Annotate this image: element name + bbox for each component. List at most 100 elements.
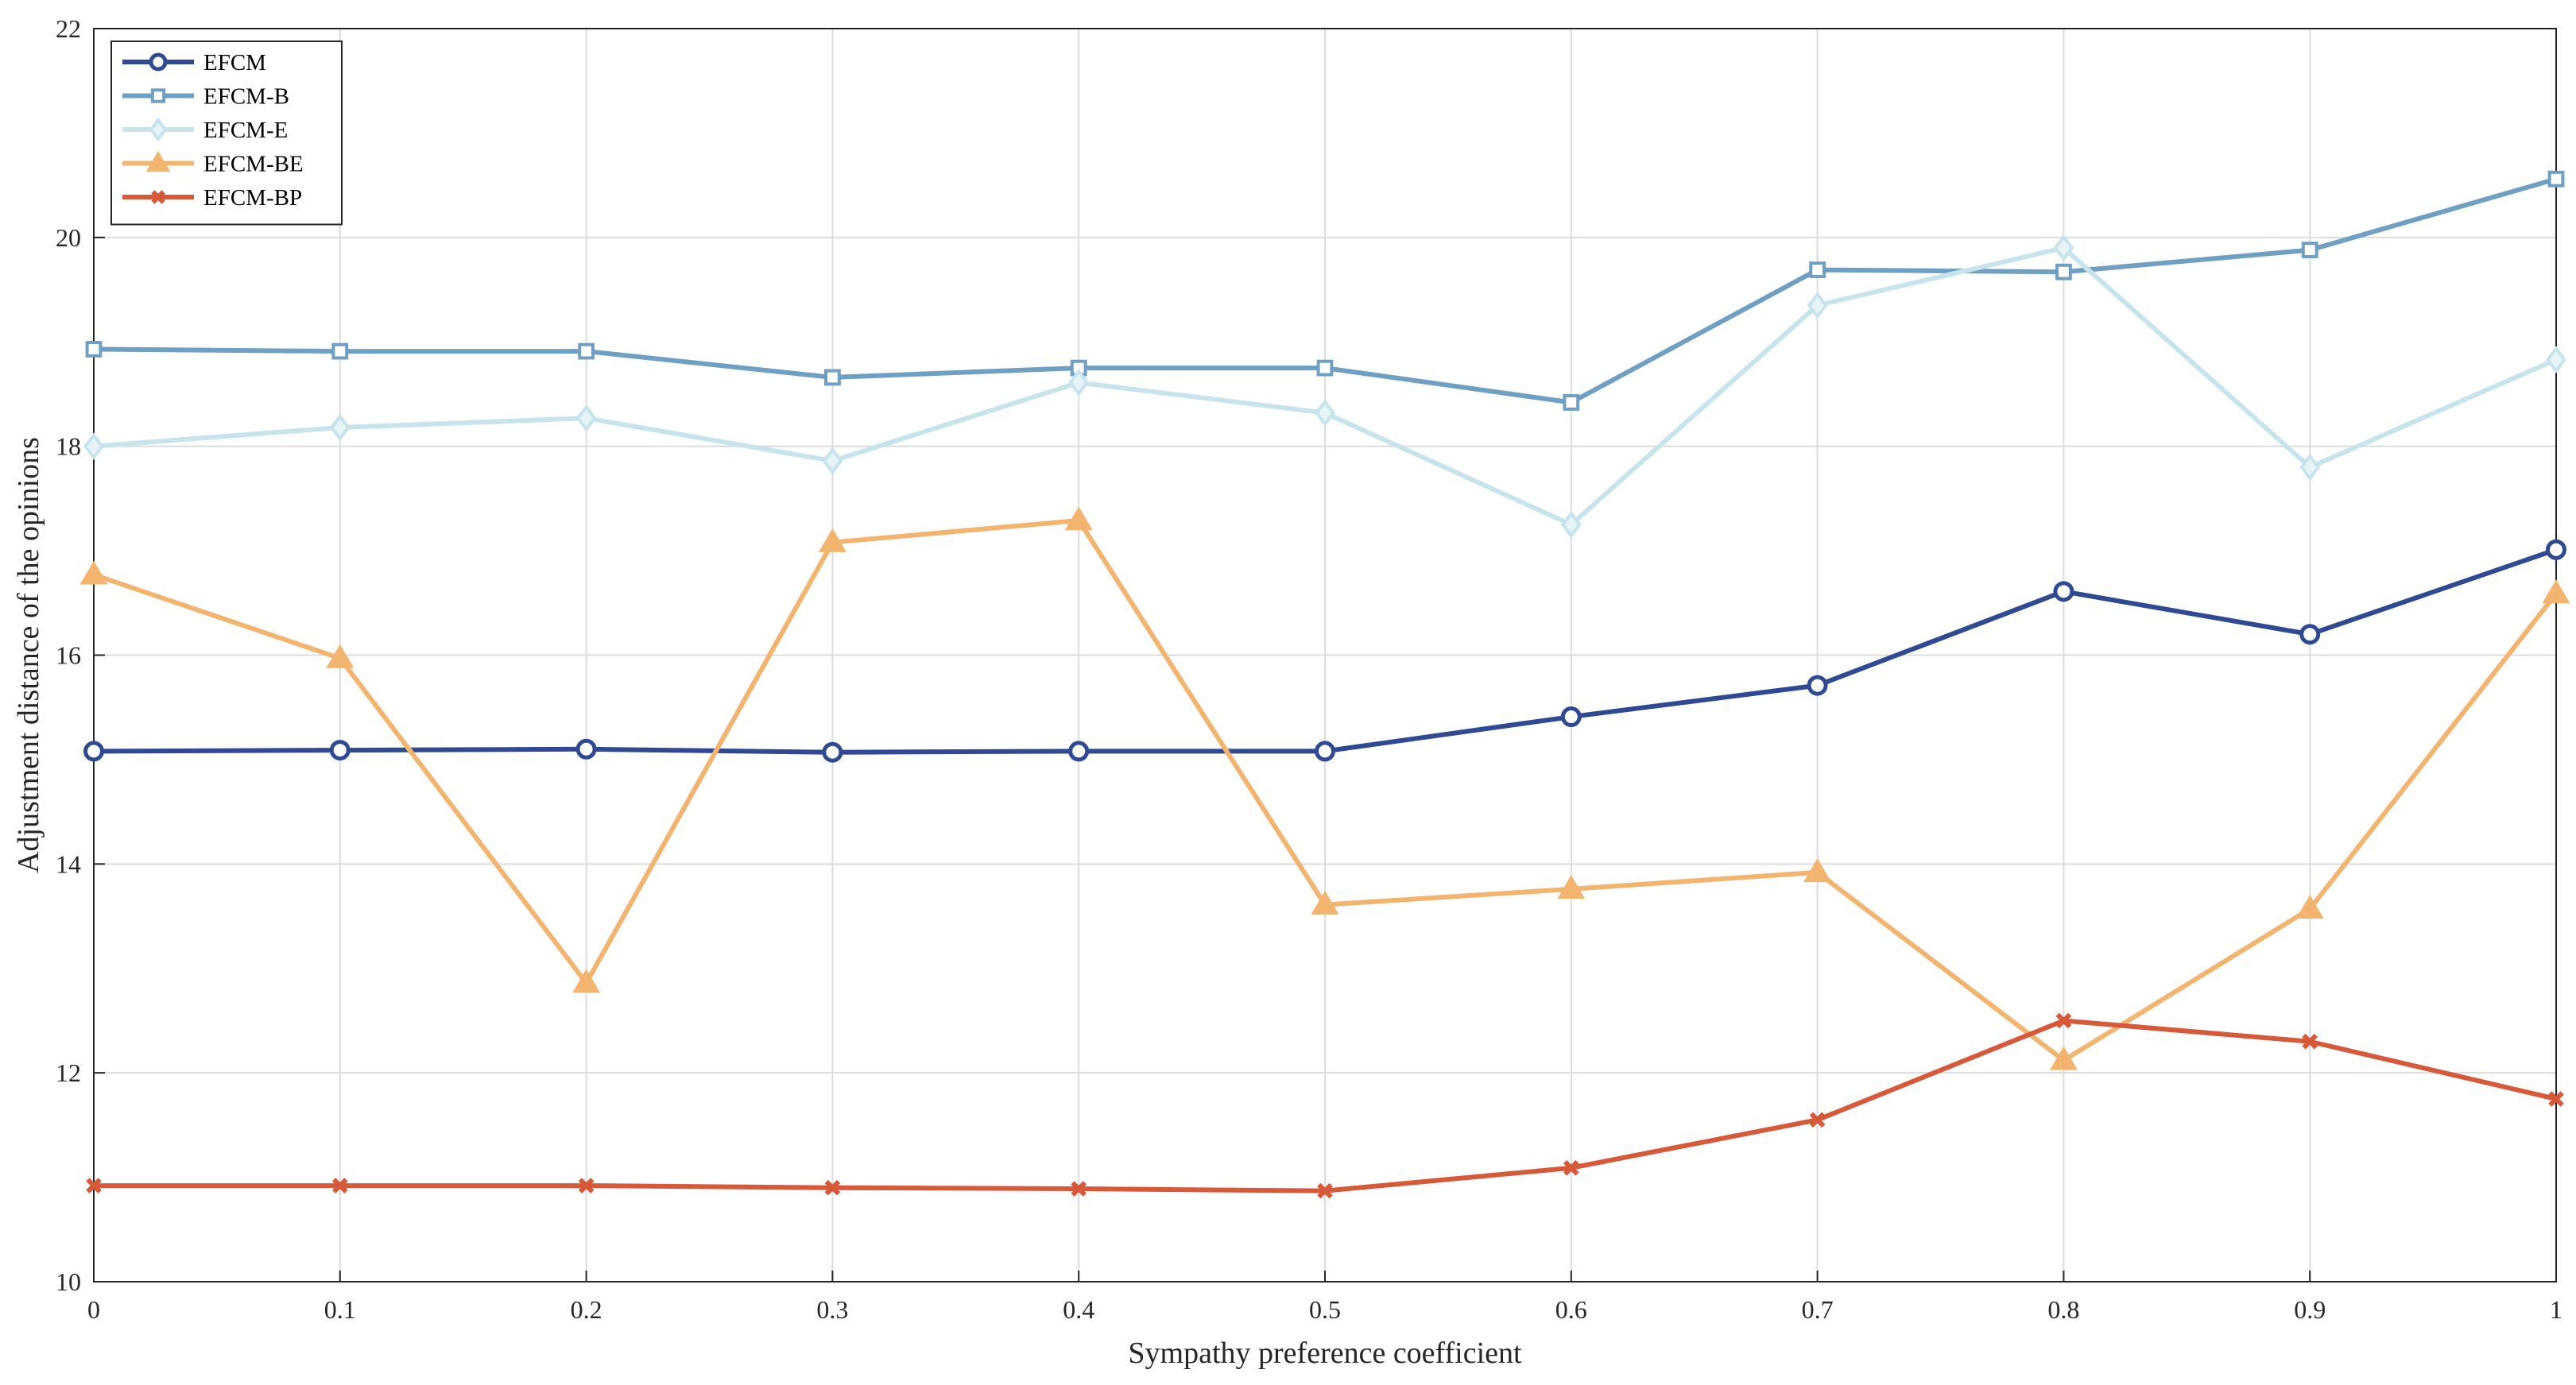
data-point <box>329 413 351 442</box>
data-point <box>2055 263 2072 280</box>
x-tick-label: 0.7 <box>1802 1295 1834 1324</box>
y-tick-label: 22 <box>56 14 81 43</box>
y-tick-label: 10 <box>56 1267 81 1296</box>
data-point <box>1557 875 1586 899</box>
x-tick-label: 0.1 <box>324 1295 356 1324</box>
data-point <box>1809 1112 1826 1128</box>
series-efcm-b <box>85 170 2565 411</box>
data-point <box>329 740 351 761</box>
data-point <box>79 560 108 585</box>
data-point <box>575 404 597 432</box>
data-point <box>1068 369 1090 397</box>
data-point <box>2049 1046 2078 1070</box>
data-point <box>85 341 103 358</box>
legend-entry: EFCM-BE <box>122 150 304 177</box>
data-point <box>83 741 104 762</box>
legend-label: EFCM <box>203 50 266 75</box>
x-tick-label: 0.5 <box>1309 1295 1341 1324</box>
x-axis: 0 0.1 0.2 0.3 0.4 0.5 0.6 0.7 0.8 0.9 1 <box>87 1271 2562 1324</box>
legend-marker <box>151 190 165 204</box>
legend-entry: EFCM-BP <box>122 185 302 211</box>
legend-marker <box>145 150 171 172</box>
data-point <box>83 432 104 461</box>
data-point <box>1560 706 1582 728</box>
series-layer <box>79 170 2570 1199</box>
data-point <box>2548 1091 2564 1107</box>
data-point <box>326 644 354 668</box>
legend-label: EFCM-E <box>203 118 288 143</box>
data-point <box>1064 506 1093 531</box>
legend-entry: EFCM-B <box>122 84 289 110</box>
x-tick-label: 0.3 <box>816 1295 848 1324</box>
data-point <box>1560 510 1582 539</box>
y-tick-label: 18 <box>56 432 81 461</box>
data-point <box>822 447 843 475</box>
series-efcm-bp <box>86 1012 2564 1199</box>
data-point <box>331 342 349 360</box>
legend-entry: EFCM <box>122 50 266 75</box>
legend-marker <box>149 52 168 72</box>
legend-label: EFCM-BP <box>203 185 302 211</box>
x-tick-label: 0 <box>87 1295 100 1324</box>
data-point <box>1807 675 1828 696</box>
data-point <box>578 1178 595 1193</box>
y-axis-title: Adjustment distance of the opinions <box>12 437 45 873</box>
data-point <box>2053 234 2074 262</box>
data-point <box>1317 1182 1333 1199</box>
data-point <box>822 741 843 763</box>
x-tick-label: 0.4 <box>1063 1295 1094 1324</box>
data-point <box>1316 359 1334 377</box>
data-point <box>818 528 846 552</box>
data-point <box>824 369 841 386</box>
series-efcm-be <box>79 506 2570 1070</box>
y-axis: 10 12 14 16 18 20 22 <box>56 14 105 1296</box>
legend-marker <box>150 88 166 103</box>
legend-marker <box>149 117 168 142</box>
legend-box <box>110 41 343 226</box>
legend-label: EFCM-BE <box>203 152 304 177</box>
data-point <box>824 1179 841 1196</box>
data-point <box>2295 895 2324 919</box>
data-point <box>578 342 595 360</box>
data-point <box>1807 291 1828 319</box>
data-point <box>2542 579 2570 604</box>
legend-label: EFCM-B <box>203 84 289 110</box>
data-point <box>1563 394 1580 411</box>
x-tick-label: 0.2 <box>571 1295 602 1324</box>
data-point <box>1803 858 1832 883</box>
legend: EFCM EFCM-B EFCM-E EFCM-BE EFCM-BP <box>110 41 343 226</box>
y-tick-label: 12 <box>56 1058 81 1087</box>
data-point <box>2547 170 2565 188</box>
y-tick-label: 14 <box>56 849 81 878</box>
data-point <box>2302 1033 2318 1050</box>
data-point <box>2546 539 2566 560</box>
data-point <box>2546 346 2566 373</box>
data-point <box>86 1178 102 1193</box>
legend-entry: EFCM-E <box>122 117 288 143</box>
data-point <box>2053 581 2074 602</box>
data-point <box>1071 1181 1087 1197</box>
data-point <box>1809 261 1826 278</box>
grid-lines <box>93 28 2557 1282</box>
data-point <box>331 1178 348 1193</box>
x-tick-label: 0.9 <box>2294 1295 2326 1324</box>
data-point <box>2299 624 2321 645</box>
x-tick-label: 0.8 <box>2047 1295 2079 1324</box>
data-point <box>1068 741 1090 762</box>
data-point <box>1311 890 1339 915</box>
series-efcm-e <box>83 234 2566 539</box>
data-point <box>2299 453 2321 482</box>
data-point <box>2055 1012 2072 1029</box>
data-point <box>575 738 597 760</box>
data-point <box>1315 399 1335 427</box>
x-tick-label: 0.6 <box>1555 1295 1587 1324</box>
x-tick-label: 1 <box>2550 1295 2562 1324</box>
data-point <box>1315 741 1335 762</box>
data-point <box>1563 1159 1579 1176</box>
data-point <box>2301 242 2318 259</box>
series-efcm <box>83 539 2566 763</box>
y-tick-label: 20 <box>56 223 81 252</box>
y-tick-label: 16 <box>56 641 81 670</box>
data-point <box>572 969 601 993</box>
